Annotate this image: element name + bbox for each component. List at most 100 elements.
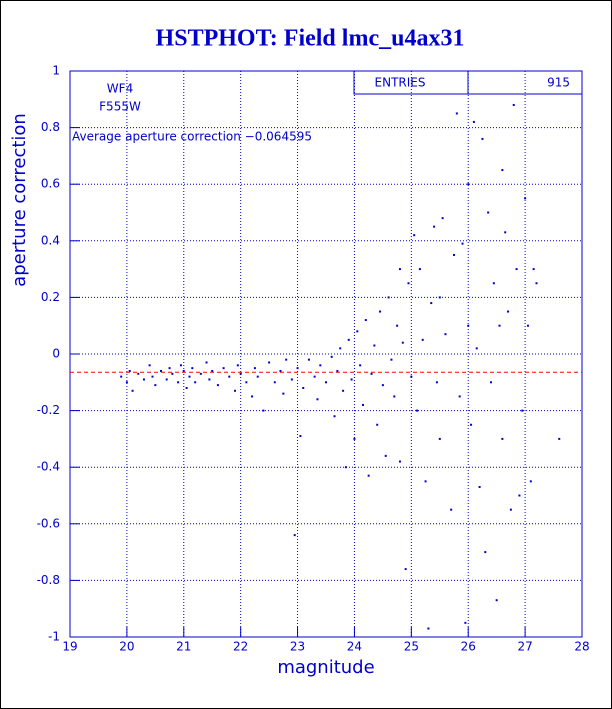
point (475, 347, 478, 350)
point (330, 355, 333, 358)
x-tick-label: 25 (404, 640, 419, 654)
y-tick-label: 0 (52, 347, 60, 361)
point (205, 361, 208, 364)
point (171, 372, 174, 375)
point (504, 231, 507, 234)
point (558, 437, 561, 440)
point (347, 338, 350, 341)
point (177, 381, 180, 384)
point (467, 324, 470, 327)
point (461, 242, 464, 245)
y-tick-label: -0.4 (37, 460, 60, 474)
point (455, 112, 458, 115)
point (361, 403, 364, 406)
x-tick-label: 22 (233, 640, 248, 654)
point (228, 375, 231, 378)
point (151, 375, 154, 378)
point (478, 486, 481, 489)
chart-title: HSTPHOT: Field lmc_u4ax31 (156, 26, 465, 52)
point (273, 381, 276, 384)
point (515, 268, 518, 271)
point (430, 302, 433, 305)
point (501, 169, 504, 172)
point (396, 324, 399, 327)
point (148, 364, 151, 367)
point (458, 395, 461, 398)
point (182, 369, 185, 372)
point (413, 234, 416, 237)
x-tick-label: 28 (574, 640, 589, 654)
point (398, 460, 401, 463)
point (336, 369, 339, 372)
point (282, 392, 285, 395)
y-tick-label: 1 (52, 64, 60, 78)
point (509, 508, 512, 511)
point (410, 375, 413, 378)
point (472, 120, 475, 123)
point (268, 361, 271, 364)
point (467, 183, 470, 186)
point (356, 330, 359, 333)
point (384, 454, 387, 457)
point (373, 344, 376, 347)
annotation: Average aperture correction −0.064595 (72, 130, 312, 144)
point (185, 386, 188, 389)
point (137, 372, 140, 375)
y-tick-label: 0.8 (41, 120, 60, 134)
point (518, 494, 521, 497)
point (307, 358, 310, 361)
point (521, 409, 524, 412)
annotation: WF4 (107, 82, 133, 96)
point (393, 395, 396, 398)
point (364, 319, 367, 322)
point (381, 384, 384, 387)
point (344, 466, 347, 469)
y-tick-label: -0.6 (37, 516, 60, 530)
point (407, 282, 410, 285)
point (353, 437, 356, 440)
y-tick-label: 0.2 (41, 290, 60, 304)
point (398, 268, 401, 271)
point (165, 378, 168, 381)
y-tick-label: -1 (48, 630, 60, 644)
y-tick-label: -0.8 (37, 573, 60, 587)
point (433, 225, 436, 228)
point (501, 437, 504, 440)
point (464, 621, 467, 624)
point (512, 103, 515, 106)
x-tick-label: 20 (119, 640, 134, 654)
point (125, 381, 128, 384)
x-tick-label: 19 (62, 640, 77, 654)
point (191, 367, 194, 370)
point (199, 372, 202, 375)
point (404, 568, 407, 571)
point (256, 375, 259, 378)
point (416, 409, 419, 412)
x-tick-label: 21 (176, 640, 191, 654)
point (216, 384, 219, 387)
point (194, 381, 197, 384)
point (376, 423, 379, 426)
point (495, 599, 498, 602)
point (526, 324, 529, 327)
point (325, 381, 327, 384)
x-axis-label: magnitude (277, 657, 374, 678)
point (481, 137, 484, 140)
y-tick-label: 0.6 (41, 177, 60, 191)
point (179, 364, 182, 367)
point (379, 310, 382, 313)
point (489, 381, 492, 384)
point (532, 268, 535, 271)
stats-value: 915 (547, 76, 570, 90)
point (350, 378, 353, 381)
x-tick-label: 27 (517, 640, 532, 654)
point (484, 551, 487, 554)
point (359, 364, 362, 367)
point (239, 372, 242, 375)
x-tick-label: 24 (347, 640, 362, 654)
point (233, 389, 236, 392)
point (498, 324, 501, 327)
x-tick-label: 23 (290, 640, 305, 654)
